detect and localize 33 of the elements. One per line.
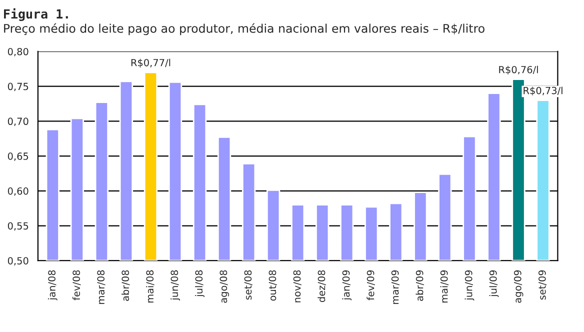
x-tick-label: mar/08	[97, 270, 106, 304]
x-tick-label: jan/09	[342, 270, 352, 300]
x-tick-label: jun/09	[464, 270, 474, 300]
chart-title: Figura 1.	[4, 8, 68, 22]
y-tick-label: 0,75	[8, 82, 28, 92]
y-tick-label: 0,80	[8, 48, 28, 56]
x-tick-label: mar/09	[391, 270, 400, 304]
y-tick-label: 0,55	[8, 222, 28, 231]
x-tick-label: jun/08	[170, 270, 180, 300]
x-tick-label: set/09	[538, 270, 547, 300]
x-tick-label: set/08	[244, 270, 252, 300]
x-tick-label: mai/08	[146, 270, 154, 303]
x-tick-label: abr/08	[122, 270, 130, 301]
x-tick-label: dez/08	[318, 270, 326, 302]
chart-subtitle: Preço médio do leite pago ao produtor, média nacional em valores reais – R$/litro	[4, 23, 484, 36]
y-tick-label: 0,70	[8, 118, 28, 126]
data-label: R$0,77/l	[131, 58, 170, 68]
x-tick-label: ago/08	[220, 270, 229, 303]
y-tick-label: 0,65	[8, 152, 28, 161]
data-label: R$0,76/l	[499, 66, 538, 75]
x-tick-label: jan/08	[48, 270, 58, 300]
x-tick-label: jul/09	[489, 270, 499, 298]
x-tick-label: fev/09	[366, 270, 375, 300]
x-tick-label: nov/08	[293, 270, 302, 302]
x-tick-label: fev/08	[72, 270, 81, 300]
x-tick-label: jul/08	[195, 270, 204, 298]
x-tick-label: out/08	[268, 270, 277, 301]
y-tick-label: 0,50	[8, 257, 28, 266]
data-label: R$0,73/l	[524, 86, 562, 96]
x-tick-label: abr/09	[416, 270, 424, 301]
x-tick-label: ago/09	[514, 270, 524, 303]
x-tick-label: mai/09	[440, 270, 449, 303]
y-tick-label: 0,60	[8, 187, 28, 196]
